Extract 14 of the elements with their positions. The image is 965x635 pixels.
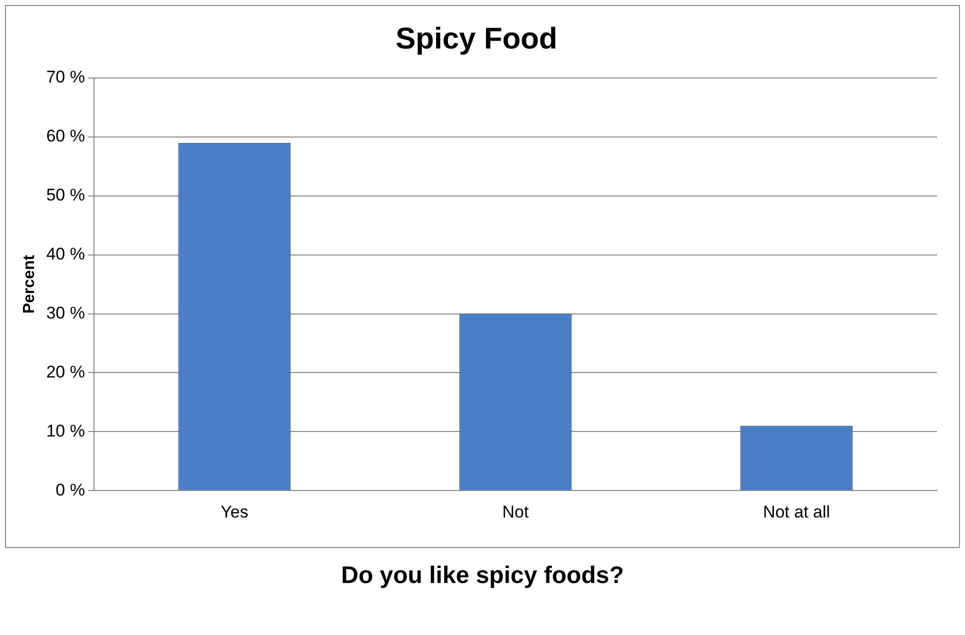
y-tick-label: 20 % xyxy=(46,362,85,382)
x-tick-label: Not at all xyxy=(762,502,830,522)
y-tick-label: 50 % xyxy=(46,186,85,205)
text: Do you like spicy foods? xyxy=(340,562,625,590)
y-tick-label: 60 % xyxy=(46,126,85,146)
x-tick-label: Not xyxy=(502,502,529,522)
chart-title: Spicy Food xyxy=(396,22,558,56)
y-tick-label: 10 % xyxy=(46,421,85,440)
x-tick-label: Yes xyxy=(220,502,248,522)
y-tick-label: 70 % xyxy=(46,68,85,87)
y-tick-label: 0 % xyxy=(56,480,85,500)
y-tick-label: 30 % xyxy=(46,303,85,322)
y-tick-label: 40 % xyxy=(46,244,85,264)
y-axis-title: Percent xyxy=(21,254,38,314)
